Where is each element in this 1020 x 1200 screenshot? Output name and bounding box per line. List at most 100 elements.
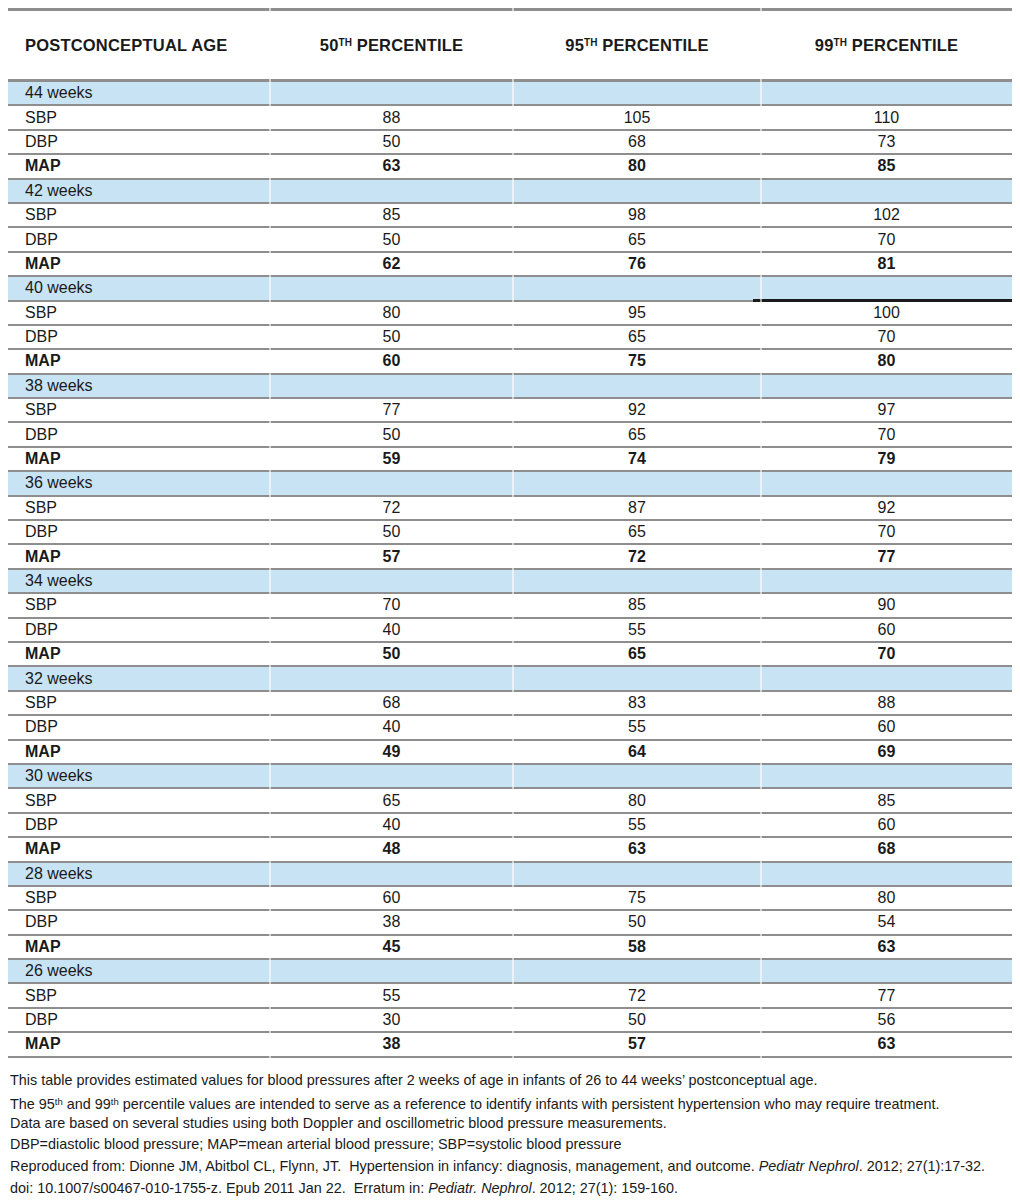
data-row: SBP88105110 xyxy=(8,106,1012,130)
footnote-line: DBP=diastolic blood pressure; MAP=mean a… xyxy=(10,1134,1020,1156)
age-group-row: 32 weeks xyxy=(8,667,1012,691)
value-cell: 77 xyxy=(270,401,513,419)
row-label: SBP xyxy=(8,792,270,810)
value-cell: 83 xyxy=(513,694,761,712)
row-label: SBP xyxy=(8,206,270,224)
data-row: DBP305056 xyxy=(8,1009,1012,1033)
data-row: DBP405560 xyxy=(8,619,1012,643)
value-cell: 87 xyxy=(513,499,761,517)
age-group-label: 36 weeks xyxy=(8,474,1012,492)
value-cell: 55 xyxy=(513,718,761,736)
value-cell: 60 xyxy=(270,352,513,370)
value-cell: 80 xyxy=(761,889,1012,907)
age-group-row: 36 weeks xyxy=(8,472,1012,496)
value-cell: 65 xyxy=(513,328,761,346)
row-label: SBP xyxy=(8,109,270,127)
value-cell: 75 xyxy=(513,352,761,370)
value-cell: 50 xyxy=(270,231,513,249)
row-label: SBP xyxy=(8,596,270,614)
footnote-text: doi: 10.1007/s00467-010-1755-z. Epub 201… xyxy=(10,1180,428,1196)
value-cell: 55 xyxy=(513,621,761,639)
data-row: SBP607580 xyxy=(8,887,1012,911)
row-label: MAP xyxy=(8,352,270,370)
age-group-label: 44 weeks xyxy=(8,84,1012,102)
row-label: SBP xyxy=(8,401,270,419)
value-cell: 63 xyxy=(761,938,1012,956)
value-cell: 90 xyxy=(761,596,1012,614)
row-label: MAP xyxy=(8,548,270,566)
column-header-label: 50 xyxy=(320,36,339,54)
value-cell: 70 xyxy=(761,523,1012,541)
value-cell: 70 xyxy=(270,596,513,614)
table-header-row: POSTCONCEPTUAL AGE50TH PERCENTILE95TH PE… xyxy=(8,11,1012,82)
value-cell: 49 xyxy=(270,743,513,761)
value-cell: 50 xyxy=(270,133,513,151)
age-group-row: 30 weeks xyxy=(8,765,1012,789)
data-row: MAP486368 xyxy=(8,838,1012,862)
value-cell: 63 xyxy=(761,1035,1012,1053)
bp-percentile-table: POSTCONCEPTUAL AGE50TH PERCENTILE95TH PE… xyxy=(8,8,1012,1058)
value-cell: 55 xyxy=(270,987,513,1005)
column-header-label: PERCENTILE xyxy=(597,36,708,54)
value-cell: 48 xyxy=(270,840,513,858)
data-row: DBP405560 xyxy=(8,716,1012,740)
row-label: MAP xyxy=(8,157,270,175)
age-group-label: 42 weeks xyxy=(8,182,1012,200)
footnote-text: . 2012; 27(1):17-32. xyxy=(859,1158,985,1174)
column-header-label: PERCENTILE xyxy=(352,36,463,54)
value-cell: 80 xyxy=(513,157,761,175)
row-label: SBP xyxy=(8,889,270,907)
column-header-99th-percentile: 99TH PERCENTILE xyxy=(761,36,1012,55)
row-label: SBP xyxy=(8,304,270,322)
value-cell: 58 xyxy=(513,938,761,956)
footnote-text: percentile values are intended to serve … xyxy=(119,1096,940,1112)
value-cell: 68 xyxy=(270,694,513,712)
footnote-text: DBP=diastolic blood pressure; MAP=mean a… xyxy=(10,1136,622,1152)
value-cell: 70 xyxy=(761,426,1012,444)
data-row: MAP496469 xyxy=(8,741,1012,765)
column-header-age: POSTCONCEPTUAL AGE xyxy=(8,36,270,55)
age-group-label: 34 weeks xyxy=(8,572,1012,590)
value-cell: 79 xyxy=(761,450,1012,468)
ordinal-superscript: TH xyxy=(834,37,847,48)
row-label: SBP xyxy=(8,499,270,517)
data-row: SBP658085 xyxy=(8,789,1012,813)
value-cell: 105 xyxy=(513,109,761,127)
value-cell: 97 xyxy=(761,401,1012,419)
value-cell: 62 xyxy=(270,255,513,273)
age-group-row: 38 weeks xyxy=(8,375,1012,399)
age-group-label: 30 weeks xyxy=(8,767,1012,785)
row-label: DBP xyxy=(8,523,270,541)
data-row: SBP8598102 xyxy=(8,204,1012,228)
age-group-row: 42 weeks xyxy=(8,180,1012,204)
value-cell: 70 xyxy=(761,645,1012,663)
value-cell: 50 xyxy=(270,328,513,346)
value-cell: 85 xyxy=(761,792,1012,810)
value-cell: 50 xyxy=(270,523,513,541)
row-label: DBP xyxy=(8,231,270,249)
value-cell: 98 xyxy=(513,206,761,224)
age-group-label: 38 weeks xyxy=(8,377,1012,395)
data-row: DBP506570 xyxy=(8,228,1012,252)
value-cell: 85 xyxy=(270,206,513,224)
value-cell: 50 xyxy=(513,913,761,931)
value-cell: 64 xyxy=(513,743,761,761)
value-cell: 57 xyxy=(513,1035,761,1053)
value-cell: 102 xyxy=(761,206,1012,224)
data-row: MAP385763 xyxy=(8,1033,1012,1057)
value-cell: 72 xyxy=(513,987,761,1005)
value-cell: 38 xyxy=(270,913,513,931)
data-row: MAP638085 xyxy=(8,155,1012,179)
value-cell: 76 xyxy=(513,255,761,273)
value-cell: 60 xyxy=(761,718,1012,736)
value-cell: 73 xyxy=(761,133,1012,151)
value-cell: 85 xyxy=(513,596,761,614)
ordinal-superscript: TH xyxy=(584,37,597,48)
value-cell: 54 xyxy=(761,913,1012,931)
column-header-95th-percentile: 95TH PERCENTILE xyxy=(513,36,761,55)
value-cell: 63 xyxy=(513,840,761,858)
value-cell: 92 xyxy=(761,499,1012,517)
value-cell: 57 xyxy=(270,548,513,566)
column-header-label: PERCENTILE xyxy=(847,36,958,54)
value-cell: 69 xyxy=(761,743,1012,761)
